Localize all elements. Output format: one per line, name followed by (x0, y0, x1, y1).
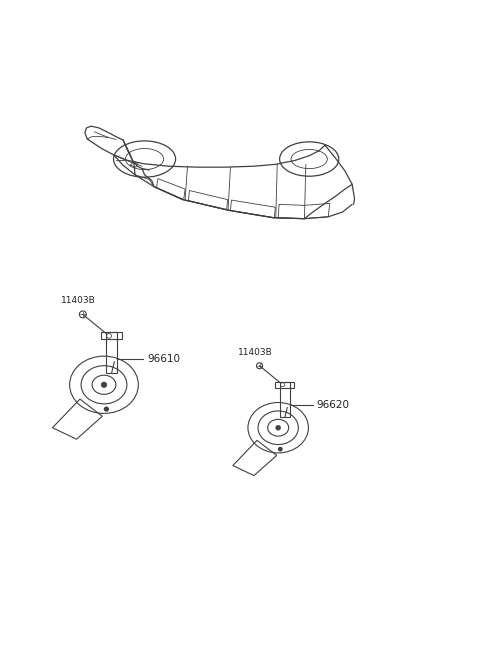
Text: 11403B: 11403B (60, 296, 96, 305)
Text: 11403B: 11403B (238, 348, 273, 358)
Circle shape (105, 407, 108, 411)
Text: 96620: 96620 (316, 400, 349, 410)
Circle shape (276, 425, 281, 430)
Circle shape (278, 447, 282, 451)
Circle shape (101, 382, 107, 388)
Text: 96610: 96610 (147, 354, 180, 364)
